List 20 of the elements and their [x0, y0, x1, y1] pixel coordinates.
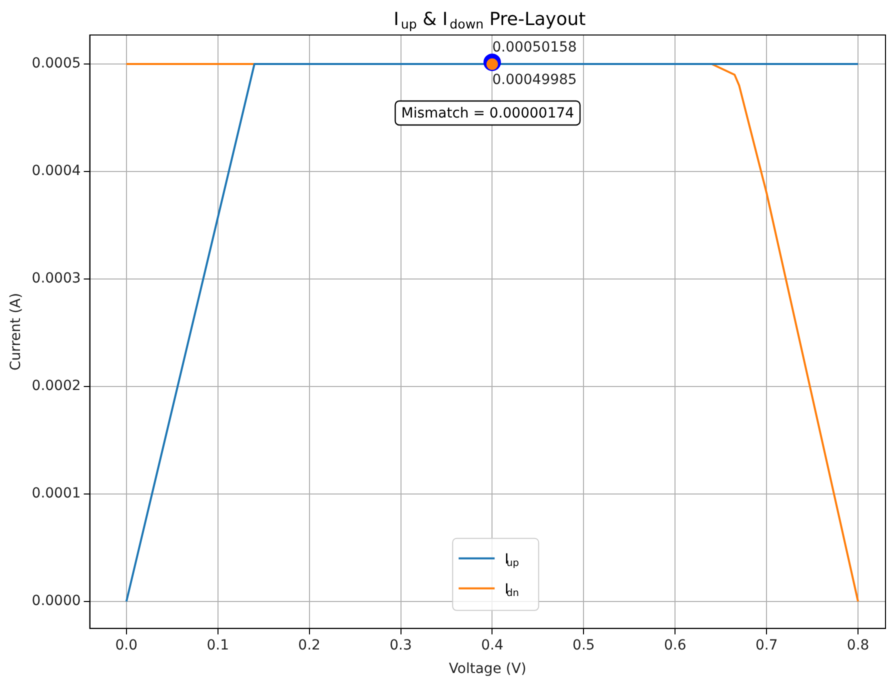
x-tick-label: 0.0: [115, 637, 138, 654]
x-tick-label: 0.2: [298, 637, 320, 654]
y-tick-label: 0.0004: [32, 163, 81, 180]
x-tick-label: 0.4: [481, 637, 504, 654]
y-tick-label: 0.0005: [32, 56, 81, 72]
y-tick-label: 0.0001: [32, 486, 81, 502]
y-tick-label: 0.0000: [32, 593, 81, 610]
x-tick-label: 0.1: [206, 637, 229, 654]
x-axis-title: Voltage (V): [448, 661, 526, 678]
x-tick-label: 0.3: [390, 637, 412, 654]
x-tick-label: 0.5: [572, 637, 595, 654]
x-tick-label: 0.8: [846, 637, 870, 654]
annotation: 0.00049985: [492, 72, 577, 88]
y-tick-label: 0.0002: [32, 378, 81, 394]
x-tick-label: 0.7: [755, 637, 778, 654]
annotation: Mismatch = 0.00000174: [401, 106, 574, 122]
x-tick-label: 0.6: [664, 637, 686, 654]
annotation: 0.00050158: [492, 39, 577, 56]
y-tick-label: 0.0003: [32, 270, 81, 287]
y-axis-title: Current (A): [8, 292, 24, 370]
